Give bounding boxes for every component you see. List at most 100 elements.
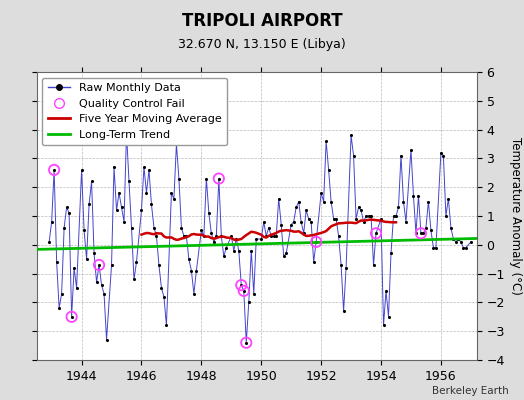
- Point: [409, 193, 418, 199]
- Point: [352, 216, 361, 222]
- Point: [227, 233, 235, 239]
- Point: [359, 218, 368, 225]
- Point: [100, 290, 108, 297]
- Point: [68, 314, 76, 320]
- Point: [115, 190, 123, 196]
- Point: [92, 279, 101, 286]
- Point: [402, 218, 410, 225]
- Point: [269, 233, 278, 239]
- Point: [317, 190, 325, 196]
- Point: [459, 244, 467, 251]
- Point: [265, 224, 273, 231]
- Point: [364, 213, 373, 219]
- Point: [417, 230, 425, 236]
- Point: [60, 224, 68, 231]
- Point: [327, 198, 335, 205]
- Point: [419, 230, 428, 236]
- Point: [50, 167, 58, 173]
- Point: [237, 282, 245, 288]
- Point: [68, 314, 76, 320]
- Point: [275, 196, 283, 202]
- Point: [442, 213, 450, 219]
- Point: [143, 190, 151, 196]
- Point: [412, 230, 420, 236]
- Point: [72, 285, 81, 291]
- Point: [102, 337, 111, 343]
- Point: [392, 213, 400, 219]
- Point: [107, 262, 116, 268]
- Point: [245, 299, 253, 306]
- Point: [407, 146, 415, 153]
- Legend: Raw Monthly Data, Quality Control Fail, Five Year Moving Average, Long-Term Tren: Raw Monthly Data, Quality Control Fail, …: [42, 78, 227, 145]
- Point: [377, 216, 385, 222]
- Point: [397, 152, 405, 159]
- Point: [78, 167, 86, 173]
- Point: [180, 233, 188, 239]
- Point: [322, 138, 330, 144]
- Point: [462, 244, 470, 251]
- Point: [145, 167, 153, 173]
- Point: [417, 230, 425, 236]
- Point: [95, 262, 103, 268]
- Point: [302, 207, 310, 214]
- Point: [215, 175, 223, 182]
- Point: [257, 236, 266, 242]
- Point: [247, 247, 256, 254]
- Point: [82, 256, 91, 262]
- Point: [184, 256, 193, 262]
- Point: [70, 265, 78, 271]
- Point: [294, 198, 303, 205]
- Point: [172, 141, 181, 147]
- Point: [97, 282, 106, 288]
- Point: [267, 233, 276, 239]
- Point: [200, 233, 208, 239]
- Point: [312, 239, 320, 245]
- Point: [289, 218, 298, 225]
- Point: [394, 204, 402, 210]
- Text: Berkeley Earth: Berkeley Earth: [432, 386, 508, 396]
- Point: [424, 198, 433, 205]
- Point: [372, 230, 380, 236]
- Point: [324, 167, 333, 173]
- Point: [330, 216, 338, 222]
- Point: [279, 253, 288, 260]
- Point: [357, 207, 365, 214]
- Point: [150, 224, 158, 231]
- Point: [237, 282, 245, 288]
- Point: [334, 233, 343, 239]
- Point: [239, 288, 248, 294]
- Point: [422, 224, 430, 231]
- Point: [389, 213, 398, 219]
- Point: [210, 239, 218, 245]
- Point: [152, 233, 161, 239]
- Point: [436, 150, 445, 156]
- Point: [157, 285, 166, 291]
- Point: [432, 244, 440, 251]
- Point: [444, 196, 453, 202]
- Point: [367, 213, 375, 219]
- Point: [310, 259, 318, 265]
- Point: [454, 236, 463, 242]
- Point: [259, 218, 268, 225]
- Point: [449, 236, 457, 242]
- Point: [207, 230, 215, 236]
- Point: [190, 290, 198, 297]
- Point: [48, 218, 56, 225]
- Point: [95, 262, 103, 268]
- Point: [52, 259, 61, 265]
- Point: [45, 239, 53, 245]
- Point: [112, 207, 121, 214]
- Point: [182, 233, 191, 239]
- Point: [160, 294, 168, 300]
- Point: [130, 276, 138, 282]
- Point: [85, 201, 93, 208]
- Point: [132, 259, 140, 265]
- Point: [342, 265, 350, 271]
- Point: [282, 250, 290, 257]
- Point: [62, 204, 71, 210]
- Point: [155, 262, 163, 268]
- Point: [287, 222, 296, 228]
- Point: [384, 314, 392, 320]
- Point: [80, 227, 88, 234]
- Point: [230, 247, 238, 254]
